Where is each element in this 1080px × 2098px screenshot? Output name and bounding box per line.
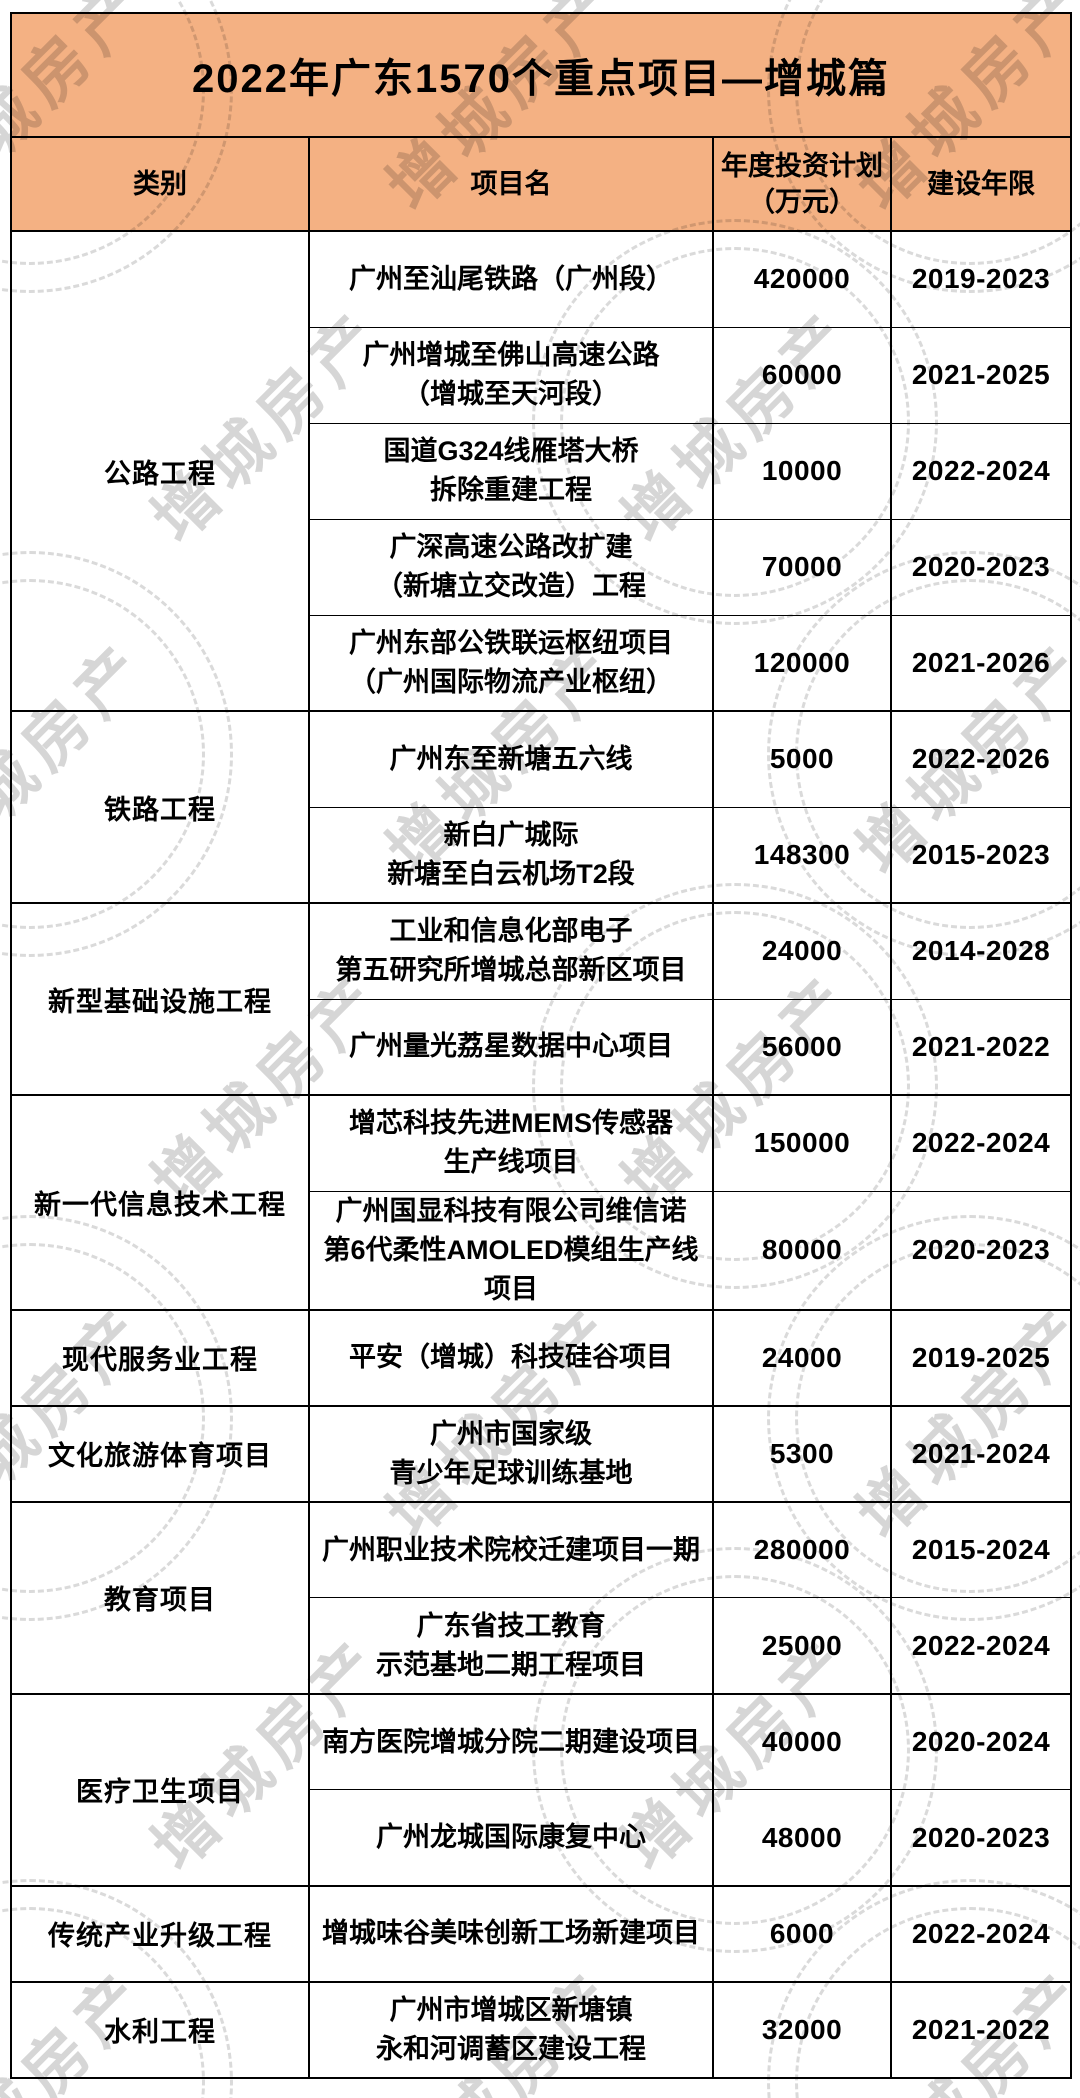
col-header-project-name: 项目名 [308,136,714,232]
project-name-cell: 广州职业技术院校迁建项目一期 [308,1500,714,1599]
project-name-cell: 广州至汕尾铁路（广州段） [308,230,714,328]
project-name-cell: 增城味谷美味创新工场新建项目 [308,1884,714,1983]
years-cell: 2021-2025 [889,326,1073,424]
years-cell: 2015-2023 [889,806,1073,904]
category-cell: 水利工程 [10,1980,310,2079]
years-cell: 2019-2023 [889,230,1073,328]
category-cell: 教育项目 [10,1500,310,1695]
category-cell: 文化旅游体育项目 [10,1404,310,1503]
project-name-cell: 工业和信息化部电子 第五研究所增城总部新区项目 [308,902,714,1000]
table-row: 广东省技工教育 示范基地二期工程项目 25000 2022-2024 [11,1597,1073,1695]
project-name-cell: 广深高速公路改扩建 （新塘立交改造）工程 [308,518,714,616]
investment-cell: 32000 [712,1980,892,2079]
category-cell: 公路工程 [10,230,310,712]
investment-cell: 80000 [712,1190,892,1311]
table-row: 广州龙城国际康复中心 48000 2020-2023 [11,1789,1073,1887]
table-row: 新一代信息技术工程 增芯科技先进MEMS传感器 生产线项目 150000 2022-2… [10,1094,1073,1311]
projects-table: 2022年广东1570个重点项目—增城篇 类别 项目名 年度投资计划 （万元） … [9,12,1073,2079]
investment-cell: 280000 [712,1500,892,1599]
project-name-cell: 国道G324线雁塔大桥 拆除重建工程 [308,422,714,520]
page-title: 2022年广东1570个重点项目—增城篇 [9,12,1073,138]
category-cell: 铁路工程 [10,710,310,904]
column-header-row: 类别 项目名 年度投资计划 （万元） 建设年限 [10,136,1073,232]
project-name-cell: 广州市国家级 青少年足球训练基地 [308,1404,714,1503]
category-cell: 新一代信息技术工程 [10,1094,310,1311]
project-name-cell: 广州龙城国际康复中心 [308,1789,714,1887]
table-row: 医疗卫生项目 南方医院增城分院二期建设项目 40000 2020-2024 [10,1692,1073,1887]
investment-cell: 24000 [712,902,892,1000]
project-name-cell: 广州国显科技有限公司维信诺 第6代柔性AMOLED模组生产线项目 [308,1190,714,1311]
years-cell: 2020-2023 [889,518,1073,616]
table-row: 广州量光荔星数据中心项目 56000 2021-2022 [11,998,1073,1096]
title-row: 2022年广东1570个重点项目—增城篇 [9,12,1073,138]
category-cell: 新型基础设施工程 [10,902,310,1096]
investment-cell: 10000 [712,422,892,520]
years-cell: 2022-2024 [889,1884,1073,1983]
years-cell: 2015-2024 [889,1500,1073,1599]
years-cell: 2019-2025 [889,1308,1073,1407]
investment-cell: 56000 [712,998,892,1096]
table-row: 铁路工程 广州东至新塘五六线 5000 2022-2026 [10,710,1073,904]
table-row: 水利工程 广州市增城区新塘镇 永和河调蓄区建设工程 32000 2021-2022 [10,1980,1073,2079]
col-header-category: 类别 [10,136,310,232]
table-row: 国道G324线雁塔大桥 拆除重建工程 10000 2022-2024 [11,422,1073,520]
table-row: 新白广城际 新塘至白云机场T2段 148300 2015-2023 [11,806,1073,904]
project-name-cell: 广州东至新塘五六线 [308,710,714,808]
investment-cell: 40000 [712,1692,892,1791]
years-cell: 2020-2023 [889,1789,1073,1887]
table-row: 教育项目 广州职业技术院校迁建项目一期 280000 2015-2024 [10,1500,1073,1695]
investment-cell: 420000 [712,230,892,328]
years-cell: 2022-2024 [889,1597,1073,1695]
project-name-cell: 广州市增城区新塘镇 永和河调蓄区建设工程 [308,1980,714,2079]
category-cell: 现代服务业工程 [10,1308,310,1407]
investment-cell: 150000 [712,1094,892,1192]
project-name-cell: 广州增城至佛山高速公路 （增城至天河段） [308,326,714,424]
investment-cell: 24000 [712,1308,892,1407]
investment-cell: 70000 [712,518,892,616]
table-row: 广州东部公铁联运枢纽项目 （广州国际物流产业枢纽） 120000 2021-2026 [11,614,1073,712]
category-cell: 传统产业升级工程 [10,1884,310,1983]
project-name-cell: 广东省技工教育 示范基地二期工程项目 [308,1597,714,1695]
years-cell: 2021-2024 [889,1404,1073,1503]
years-cell: 2021-2026 [889,614,1073,712]
investment-cell: 148300 [712,806,892,904]
project-name-cell: 广州东部公铁联运枢纽项目 （广州国际物流产业枢纽） [308,614,714,712]
project-name-cell: 广州量光荔星数据中心项目 [308,998,714,1096]
investment-cell: 25000 [712,1597,892,1695]
table-row: 公路工程 广州至汕尾铁路（广州段） 420000 2019-2023 [10,230,1073,712]
investment-cell: 48000 [712,1789,892,1887]
years-cell: 2020-2023 [889,1190,1073,1311]
years-cell: 2014-2028 [889,902,1073,1000]
project-name-cell: 增芯科技先进MEMS传感器 生产线项目 [308,1094,714,1192]
investment-cell: 5000 [712,710,892,808]
table-row: 文化旅游体育项目 广州市国家级 青少年足球训练基地 5300 2021-2024 [10,1404,1073,1503]
investment-cell: 120000 [712,614,892,712]
table-row: 广州增城至佛山高速公路 （增城至天河段） 60000 2021-2025 [11,326,1073,424]
years-cell: 2020-2024 [889,1692,1073,1791]
investment-cell: 5300 [712,1404,892,1503]
years-cell: 2022-2024 [889,1094,1073,1192]
table-row: 新型基础设施工程 工业和信息化部电子 第五研究所增城总部新区项目 24000 2014… [10,902,1073,1096]
project-name-cell: 南方医院增城分院二期建设项目 [308,1692,714,1791]
category-cell: 医疗卫生项目 [10,1692,310,1887]
col-header-investment: 年度投资计划 （万元） [712,136,892,232]
years-cell: 2021-2022 [889,998,1073,1096]
investment-cell: 60000 [712,326,892,424]
project-name-cell: 平安（增城）科技硅谷项目 [308,1308,714,1407]
investment-cell: 6000 [712,1884,892,1983]
years-cell: 2022-2024 [889,422,1073,520]
project-name-cell: 新白广城际 新塘至白云机场T2段 [308,806,714,904]
years-cell: 2021-2022 [889,1980,1073,2079]
table-row: 现代服务业工程 平安（增城）科技硅谷项目 24000 2019-2025 [10,1308,1073,1407]
years-cell: 2022-2026 [889,710,1073,808]
table-row: 传统产业升级工程 增城味谷美味创新工场新建项目 6000 2022-2024 [10,1884,1073,1983]
col-header-years: 建设年限 [889,136,1073,232]
table-row: 广州国显科技有限公司维信诺 第6代柔性AMOLED模组生产线项目 80000 202… [11,1190,1073,1311]
